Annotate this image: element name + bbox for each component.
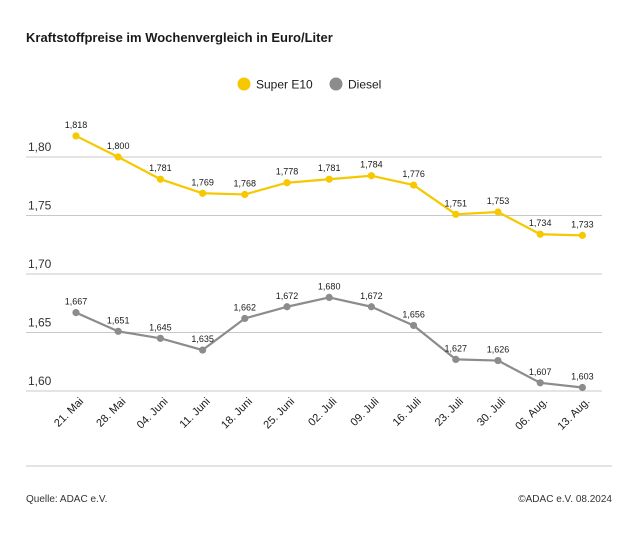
data-point [114,327,122,335]
x-tick-label: 11. Juni [178,396,213,431]
y-tick-label: 1,60 [28,374,52,388]
data-label: 1,733 [571,219,594,229]
data-label: 1,800 [107,141,130,151]
data-label: 1,781 [318,163,341,173]
x-tick-label: 06. Aug. [513,396,550,433]
data-point [241,190,249,199]
data-point [283,303,291,311]
y-tick-label: 1,65 [28,316,52,330]
y-tick-label: 1,70 [28,257,52,271]
grid-lines [26,156,602,392]
data-point [199,346,207,354]
data-label: 1,662 [234,302,257,312]
source-note: Quelle: ADAC e.V. [26,494,108,505]
data-point [452,355,460,364]
data-point [578,383,587,392]
data-point [536,379,544,387]
data-label: 1,784 [360,160,383,170]
series-super-e10: 1,818 1,800 1,781 1,769 1,768 1,778 1,781 1,784… [65,120,594,239]
legend-swatch [237,77,251,91]
y-axis: 1,60 1,65 1,70 1,75 1,80 [28,140,52,388]
data-point [452,210,460,218]
data-label: 1,626 [487,345,510,355]
x-tick-label: 23. Juli [433,396,466,429]
legend-swatch [329,77,343,91]
legend-label: Diesel [348,78,381,92]
data-point [72,309,80,317]
data-point [494,356,502,365]
data-label: 1,753 [487,196,510,206]
x-axis: 21. Mai 28. Mai 04. Juni 11. Juni 18. Juni 25… [52,396,592,433]
data-label: 1,734 [529,218,552,228]
data-point [578,231,587,239]
data-label: 1,656 [402,309,425,319]
data-label: 1,751 [445,198,468,208]
data-label: 1,672 [276,291,299,301]
series-line [75,296,583,389]
data-label: 1,680 [318,281,341,291]
x-tick-label: 28. Mai [94,396,128,430]
legend-label: Super E10 [256,78,313,92]
x-tick-label: 21. Mai [52,396,86,430]
data-label: 1,672 [360,291,383,301]
series-line [75,134,583,237]
copyright-note: ©ADAC e.V. 08.2024 [518,494,612,505]
x-tick-label: 13. Aug. [555,396,592,433]
data-point [536,230,544,238]
data-point [156,334,164,342]
data-label: 1,607 [529,367,552,377]
data-point [367,172,375,180]
legend-item: Super E10 [237,77,313,92]
legend: Super E10 Diesel [237,77,381,92]
data-point [72,132,80,140]
data-label: 1,781 [149,163,172,173]
data-point [410,321,418,330]
data-point [325,175,333,183]
data-point [410,181,418,189]
data-label: 1,776 [402,169,425,179]
data-label: 1,778 [276,167,299,177]
y-tick-label: 1,75 [28,199,52,213]
x-tick-label: 04. Juni [135,396,171,432]
series-diesel: 1,667 1,651 1,645 1,635 1,662 1,672 1,680 1,672… [65,281,594,392]
data-point [114,153,122,161]
data-label: 1,635 [191,334,214,344]
x-tick-label: 30. Juli [475,396,508,429]
y-tick-label: 1,80 [28,140,52,154]
data-point [199,189,207,197]
data-point [283,179,291,187]
data-point [367,303,375,311]
data-point [241,314,249,323]
data-label: 1,645 [149,322,172,332]
chart-title: Kraftstoffpreise im Wochenvergleich in E… [26,30,333,45]
data-label: 1,667 [65,297,88,307]
series-group: 1,818 1,800 1,781 1,769 1,768 1,778 1,781 1,784… [65,120,594,392]
x-tick-label: 25. Juni [261,396,297,432]
data-label: 1,769 [191,177,214,187]
x-tick-label: 16. Juli [391,396,424,429]
data-point [494,208,502,216]
data-label: 1,651 [107,315,130,325]
data-label: 1,627 [445,343,468,353]
x-tick-label: 09. Juli [348,396,381,429]
data-label: 1,603 [571,371,594,381]
data-label: 1,768 [234,178,257,188]
x-tick-label: 18. Juni [219,396,255,432]
data-point [325,293,333,301]
legend-item: Diesel [329,77,381,92]
x-tick-label: 02. Juli [306,396,339,429]
data-point [156,175,164,183]
data-label: 1,818 [65,120,88,130]
